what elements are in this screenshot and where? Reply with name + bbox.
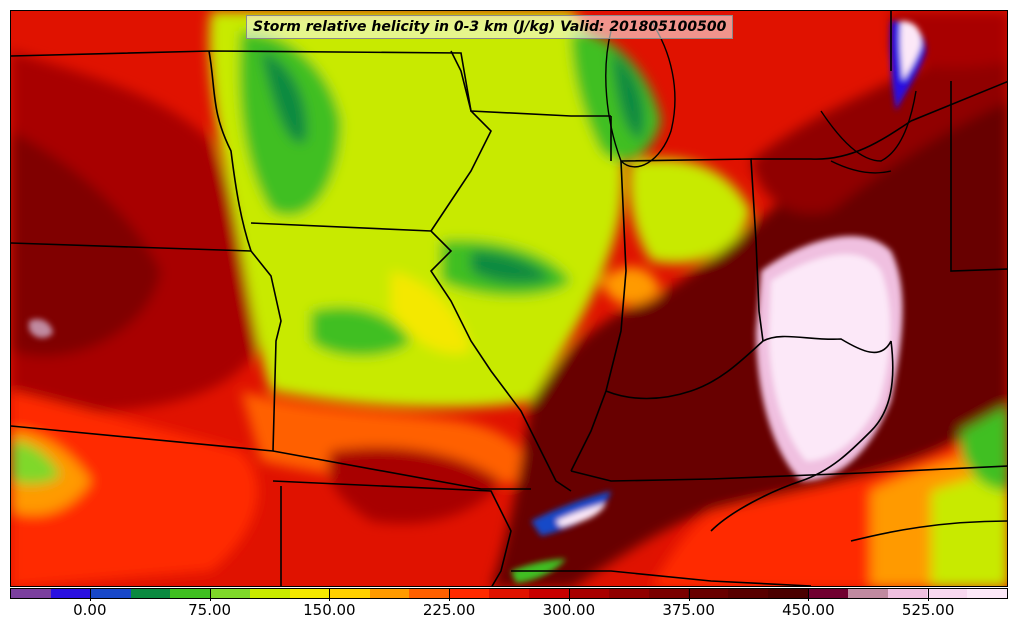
colorbar-labels: 0.00 75.00 150.00 225.00 300.00 375.00 450.00 5… [10, 601, 1008, 623]
colorbar-swatch [170, 589, 211, 598]
colorbar-swatch [528, 589, 569, 598]
colorbar-swatch [847, 589, 888, 598]
colorbar-swatch [289, 589, 330, 598]
colorbar-tick-label: 225.00 [422, 601, 476, 619]
colorbar-tick-label: 0.00 [73, 601, 107, 619]
colorbar-tick-label: 75.00 [188, 601, 232, 619]
colorbar-swatch [130, 589, 171, 598]
colorbar-swatch [449, 589, 490, 598]
colorbar-swatch [688, 589, 729, 598]
colorbar-tick [449, 588, 451, 601]
colorbar-swatch [768, 589, 808, 598]
colorbar-swatch [11, 589, 51, 598]
colorbar-tick [808, 588, 810, 601]
colorbar-swatch [967, 589, 1008, 598]
map-title-box: Storm relative helicity in 0-3 km (J/kg)… [246, 15, 734, 39]
colorbar-tick-label: 300.00 [542, 601, 596, 619]
colorbar-swatch [489, 589, 529, 598]
colorbar-tick [568, 588, 570, 601]
helicity-field-map [11, 11, 1007, 586]
colorbar-tick-label: 150.00 [303, 601, 356, 619]
colorbar-tick-label: 375.00 [662, 601, 715, 619]
colorbar-tick-label: 450.00 [782, 601, 835, 619]
colorbar-tick [928, 588, 930, 601]
colorbar-swatch [648, 589, 689, 598]
colorbar-tick [329, 588, 331, 601]
colorbar-swatch [329, 589, 370, 598]
colorbar-swatch [210, 589, 251, 598]
map-panel [10, 10, 1008, 587]
colorbar-swatch [369, 589, 410, 598]
state-boundaries [11, 11, 1007, 586]
colorbar-swatch [608, 589, 649, 598]
colorbar [10, 588, 1008, 599]
colorbar-tick [89, 588, 91, 601]
colorbar-tick-label: 525.00 [901, 601, 955, 619]
colorbar-tick [688, 588, 690, 601]
colorbar-swatch [887, 589, 928, 598]
lake-outlines [605, 20, 917, 174]
colorbar-swatch [728, 589, 769, 598]
helicity-shading [11, 11, 1007, 586]
colorbar-swatch [807, 589, 848, 598]
colorbar-swatch [50, 589, 91, 598]
colorbar-swatch [90, 589, 131, 598]
colorbar-swatch [568, 589, 609, 598]
high-helicity-core [29, 21, 926, 583]
colorbar-tick [209, 588, 211, 601]
colorbar-swatch [250, 589, 290, 598]
colorbar-swatch [409, 589, 450, 598]
map-title: Storm relative helicity in 0-3 km (J/kg)… [253, 19, 727, 35]
colorbar-swatch [927, 589, 968, 598]
